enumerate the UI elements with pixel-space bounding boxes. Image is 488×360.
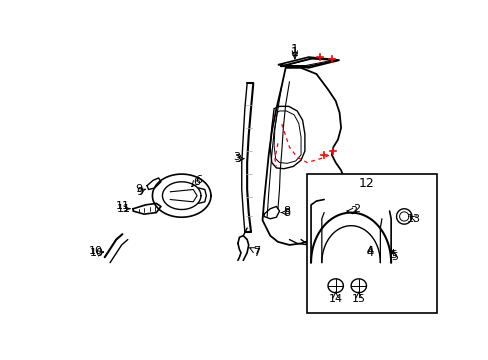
Text: 1: 1: [290, 46, 298, 59]
Text: 11: 11: [116, 202, 130, 211]
Text: 10: 10: [89, 246, 103, 256]
Text: 6: 6: [193, 177, 200, 187]
Text: 8: 8: [283, 206, 290, 216]
Text: 12: 12: [358, 177, 374, 190]
Text: 1: 1: [290, 43, 298, 56]
Text: 2: 2: [352, 204, 359, 214]
Text: 9: 9: [135, 184, 142, 194]
Bar: [306, 174, 436, 313]
Text: 13: 13: [406, 214, 420, 224]
Text: 4: 4: [366, 246, 373, 256]
Text: 3: 3: [233, 152, 240, 162]
Text: 2: 2: [349, 206, 356, 216]
Text: 11: 11: [117, 204, 131, 214]
Text: 10: 10: [90, 248, 104, 258]
Text: 7: 7: [252, 246, 260, 256]
Text: 15: 15: [351, 294, 365, 304]
Text: 5: 5: [391, 252, 398, 262]
Text: 7: 7: [252, 248, 260, 258]
Text: 6: 6: [195, 175, 202, 185]
Text: 4: 4: [366, 248, 373, 258]
Text: 9: 9: [136, 187, 142, 197]
Text: 5: 5: [389, 250, 396, 260]
Text: 8: 8: [283, 208, 290, 217]
Text: 3: 3: [234, 154, 241, 164]
Text: 14: 14: [328, 294, 342, 304]
